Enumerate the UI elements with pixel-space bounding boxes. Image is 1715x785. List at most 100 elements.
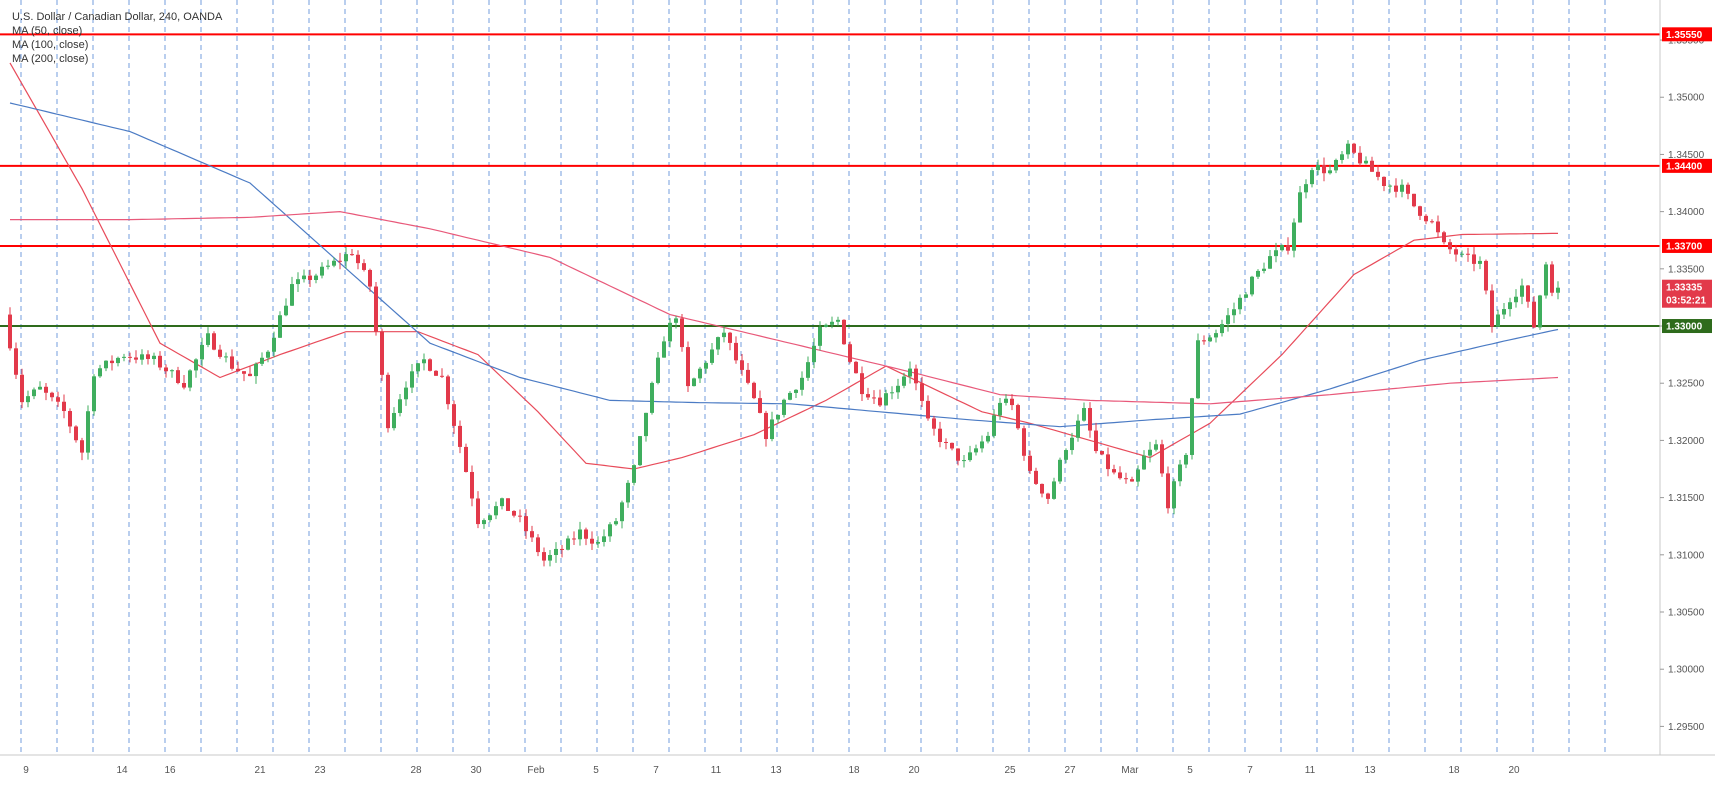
candle-up — [332, 260, 336, 266]
candle-down — [848, 344, 852, 362]
candle-up — [656, 357, 660, 383]
candle-down — [1412, 193, 1416, 207]
candle-down — [470, 471, 474, 499]
candle-down — [572, 538, 576, 540]
candle-down — [872, 397, 876, 399]
candle-up — [620, 502, 624, 522]
candle-down — [1010, 398, 1014, 406]
candle-down — [1490, 290, 1494, 327]
time-tick-label: 21 — [254, 765, 266, 776]
candle-up — [1070, 437, 1074, 451]
candle-down — [860, 373, 864, 395]
candle-up — [602, 536, 606, 542]
candle-down — [1358, 152, 1362, 164]
candle-down — [1022, 428, 1026, 456]
chart-title: U.S. Dollar / Canadian Dollar, 240, OAND… — [12, 11, 223, 23]
candle-up — [122, 356, 126, 358]
candle-down — [1202, 340, 1206, 342]
time-tick-label: 7 — [1247, 765, 1253, 776]
candle-up — [140, 354, 144, 360]
candle-up — [1340, 154, 1344, 160]
candle-down — [440, 375, 444, 377]
candle-down — [1100, 451, 1104, 455]
candle-up — [554, 548, 558, 556]
candle-down — [1112, 469, 1116, 473]
candle-up — [704, 362, 708, 369]
candle-down — [476, 498, 480, 525]
candle-up — [806, 362, 810, 378]
candle-up — [1544, 264, 1548, 296]
candle-down — [446, 376, 450, 405]
candle-down — [518, 515, 522, 517]
candle-up — [254, 363, 258, 377]
candle-down — [242, 371, 246, 374]
candle-up — [1508, 302, 1512, 310]
candle-up — [788, 392, 792, 400]
last-price-label: 1.33335 — [1666, 283, 1703, 294]
time-tick-label: 23 — [314, 765, 326, 776]
candle-down — [944, 441, 948, 443]
candle-up — [1334, 159, 1338, 171]
candle-down — [8, 314, 12, 349]
price-tick-label: 1.29500 — [1668, 722, 1705, 733]
level-tag-resistance-bg — [1662, 27, 1712, 42]
candle-down — [1436, 221, 1440, 233]
candle-up — [1262, 268, 1266, 271]
candle-up — [1520, 285, 1524, 297]
time-tick-label: 13 — [770, 765, 782, 776]
candle-up — [1556, 287, 1560, 293]
candle-up — [1052, 481, 1056, 499]
price-tick-label: 1.32000 — [1668, 436, 1705, 447]
candle-up — [266, 351, 270, 358]
candle-down — [932, 418, 936, 429]
candle-up — [1226, 315, 1230, 325]
candle-up — [632, 465, 636, 483]
candle-up — [548, 555, 552, 561]
time-tick-label: 11 — [1305, 765, 1316, 776]
candle-down — [1406, 184, 1410, 194]
legend-ma200[interactable]: MA (200, close) — [12, 53, 89, 65]
candle-up — [26, 396, 30, 403]
candle-down — [434, 370, 438, 376]
candle-up — [992, 415, 996, 436]
candle-up — [194, 359, 198, 371]
candle-up — [1238, 297, 1242, 310]
candle-down — [110, 360, 114, 364]
candle-down — [1430, 221, 1434, 223]
candles — [8, 140, 1560, 567]
candle-up — [116, 357, 120, 364]
candle-up — [794, 389, 798, 393]
candle-down — [80, 440, 84, 453]
legend-ma50[interactable]: MA (50, close) — [12, 25, 83, 37]
candle-up — [596, 541, 600, 544]
candle-up — [644, 412, 648, 437]
legend-ma100[interactable]: MA (100, close) — [12, 39, 89, 51]
candle-up — [614, 521, 618, 525]
candle-down — [386, 374, 390, 429]
candle-up — [1364, 160, 1368, 164]
candle-up — [398, 399, 402, 413]
price-axis[interactable]: 1.29500 1.30000 1.30500 1.31000 1.31500 1.320… — [1660, 36, 1705, 733]
candle-up — [272, 337, 276, 352]
candle-down — [1370, 160, 1374, 172]
candle-up — [290, 284, 294, 306]
candle-up — [422, 359, 426, 364]
candle-down — [458, 425, 462, 447]
candle-down — [230, 356, 234, 369]
countdown-label: 03:52:21 — [1666, 296, 1706, 307]
candle-up — [344, 254, 348, 262]
candle-up — [224, 356, 228, 358]
candle-down — [236, 368, 240, 372]
candle-up — [980, 441, 984, 449]
candle-down — [20, 374, 24, 403]
time-axis[interactable]: 9 14 16 21 23 28 30 Feb 5 7 11 13 18 20 25 27 Mar 5 7 11 13 1… — [23, 765, 1520, 776]
last-price-tag-bg — [1662, 279, 1712, 308]
candle-down — [512, 510, 516, 516]
candle-down — [1028, 455, 1032, 471]
time-tick-label: 25 — [1004, 765, 1016, 776]
candle-down — [1484, 260, 1488, 291]
candle-up — [626, 482, 630, 503]
candle-up — [902, 376, 906, 386]
